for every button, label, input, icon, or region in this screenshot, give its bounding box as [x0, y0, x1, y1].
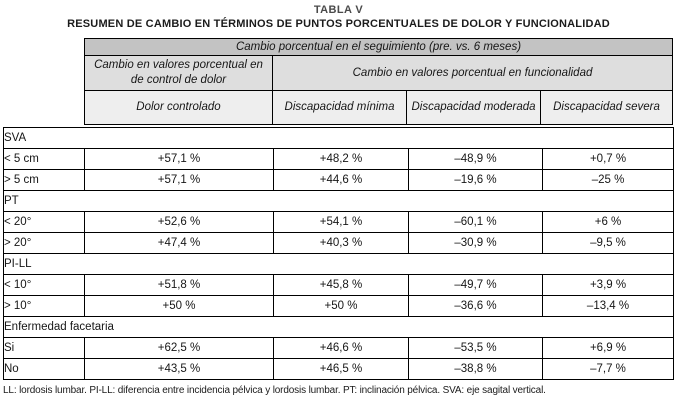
table-row: < 5 cm +57,1 % +48,2 % –48,9 % +0,7 %: [3, 148, 675, 170]
cell-value: +45,8 %: [273, 274, 409, 296]
section-row-sva: SVA: [2, 127, 675, 149]
col-header-dolor-controlado: Dolor controlado: [85, 91, 273, 124]
col-header-discapacidad-minima: Discapacidad mínima: [273, 91, 407, 124]
header-group-function: Cambio en valores porcentual en funciona…: [352, 66, 593, 79]
cell-value: +3,9 %: [541, 274, 675, 296]
cell-value: +6 %: [541, 211, 675, 233]
cell-value: +0,7 %: [541, 148, 675, 170]
cell-value: +54,1 %: [273, 211, 409, 233]
section-row-facetaria: Enfermedad facetaria: [2, 316, 675, 338]
table-subtitle: RESUMEN DE CAMBIO EN TÉRMINOS DE PUNTOS …: [67, 18, 610, 30]
table-body: SVA < 5 cm +57,1 % +48,2 % –48,9 % +0,7 …: [2, 127, 675, 380]
cell-value: +44,6 %: [273, 169, 409, 191]
cell-value: –19,6 %: [408, 169, 543, 191]
header-group-pain: Cambio en valores porcentual en de contr…: [85, 56, 273, 90]
header-group-row: Cambio en valores porcentual en de contr…: [85, 56, 672, 91]
cell-value: +57,1 %: [84, 169, 274, 191]
section-label: PT: [2, 190, 675, 212]
table-row: > 20° +47,4 % +40,3 % –30,9 % –9,5 %: [3, 232, 675, 254]
cell-value: +48,2 %: [273, 148, 409, 170]
cell-value: +47,4 %: [84, 232, 274, 254]
cell-value: –13,4 %: [541, 295, 675, 317]
table-v: Cambio porcentual en el seguimiento (pre…: [2, 38, 675, 380]
header-columns-row: Dolor controlado Discapacidad mínima Dis…: [85, 91, 672, 124]
cell-value: –53,5 %: [408, 337, 543, 359]
table-row: Si +62,5 % +46,6 % –53,5 % +6,9 %: [3, 337, 675, 359]
section-row-pill: PI-LL: [2, 253, 675, 275]
table-row: < 20° +52,6 % +54,1 % –60,1 % +6 %: [3, 211, 675, 233]
header-followup-label: Cambio porcentual en el seguimiento (pre…: [235, 41, 522, 53]
cell-value: –38,8 %: [408, 358, 543, 380]
cell-value: –25 %: [541, 169, 675, 191]
cell-value: –36,6 %: [408, 295, 543, 317]
cell-value: +50 %: [84, 295, 274, 317]
cell-value: –7,7 %: [541, 358, 675, 380]
table-row: > 5 cm +57,1 % +44,6 % –19,6 % –25 %: [3, 169, 675, 191]
cell-value: +62,5 %: [84, 337, 274, 359]
cell-value: +51,8 %: [84, 274, 274, 296]
row-label: < 10°: [3, 274, 85, 296]
row-label: < 5 cm: [3, 148, 85, 170]
table-row: > 10° +50 % +50 % –36,6 % –13,4 %: [3, 295, 675, 317]
cell-value: +46,5 %: [273, 358, 409, 380]
cell-value: +40,3 %: [273, 232, 409, 254]
row-label: Si: [3, 337, 85, 359]
cell-value: –30,9 %: [408, 232, 543, 254]
table-header-block: Cambio porcentual en el seguimiento (pre…: [84, 38, 673, 125]
cell-value: –60,1 %: [408, 211, 543, 233]
table-footnote: LL: lordosis lumbar. PI-LL: diferencia e…: [3, 385, 546, 396]
section-label: Enfermedad facetaria: [2, 316, 675, 338]
cell-value: +52,6 %: [84, 211, 274, 233]
row-label: > 20°: [3, 232, 85, 254]
col-header-discapacidad-moderada: Discapacidad moderada: [407, 91, 541, 124]
cell-value: +50 %: [273, 295, 409, 317]
cell-value: –48,9 %: [408, 148, 543, 170]
cell-value: +6,9 %: [541, 337, 675, 359]
table-number-title: TABLA V: [313, 4, 364, 16]
section-label: SVA: [2, 127, 675, 149]
cell-value: +57,1 %: [84, 148, 274, 170]
cell-value: –49,7 %: [408, 274, 543, 296]
header-followup-span: Cambio porcentual en el seguimiento (pre…: [85, 39, 672, 56]
section-label: PI-LL: [2, 253, 675, 275]
row-label: < 20°: [3, 211, 85, 233]
cell-value: +43,5 %: [84, 358, 274, 380]
section-row-pt: PT: [2, 190, 675, 212]
row-label: No: [3, 358, 85, 380]
cell-value: +46,6 %: [273, 337, 409, 359]
table-row: No +43,5 % +46,5 % –38,8 % –7,7 %: [3, 358, 675, 380]
row-label: > 5 cm: [3, 169, 85, 191]
table-row: < 10° +51,8 % +45,8 % –49,7 % +3,9 %: [3, 274, 675, 296]
col-header-discapacidad-severa: Discapacidad severa: [553, 101, 660, 114]
row-label: > 10°: [3, 295, 85, 317]
cell-value: –9,5 %: [541, 232, 675, 254]
